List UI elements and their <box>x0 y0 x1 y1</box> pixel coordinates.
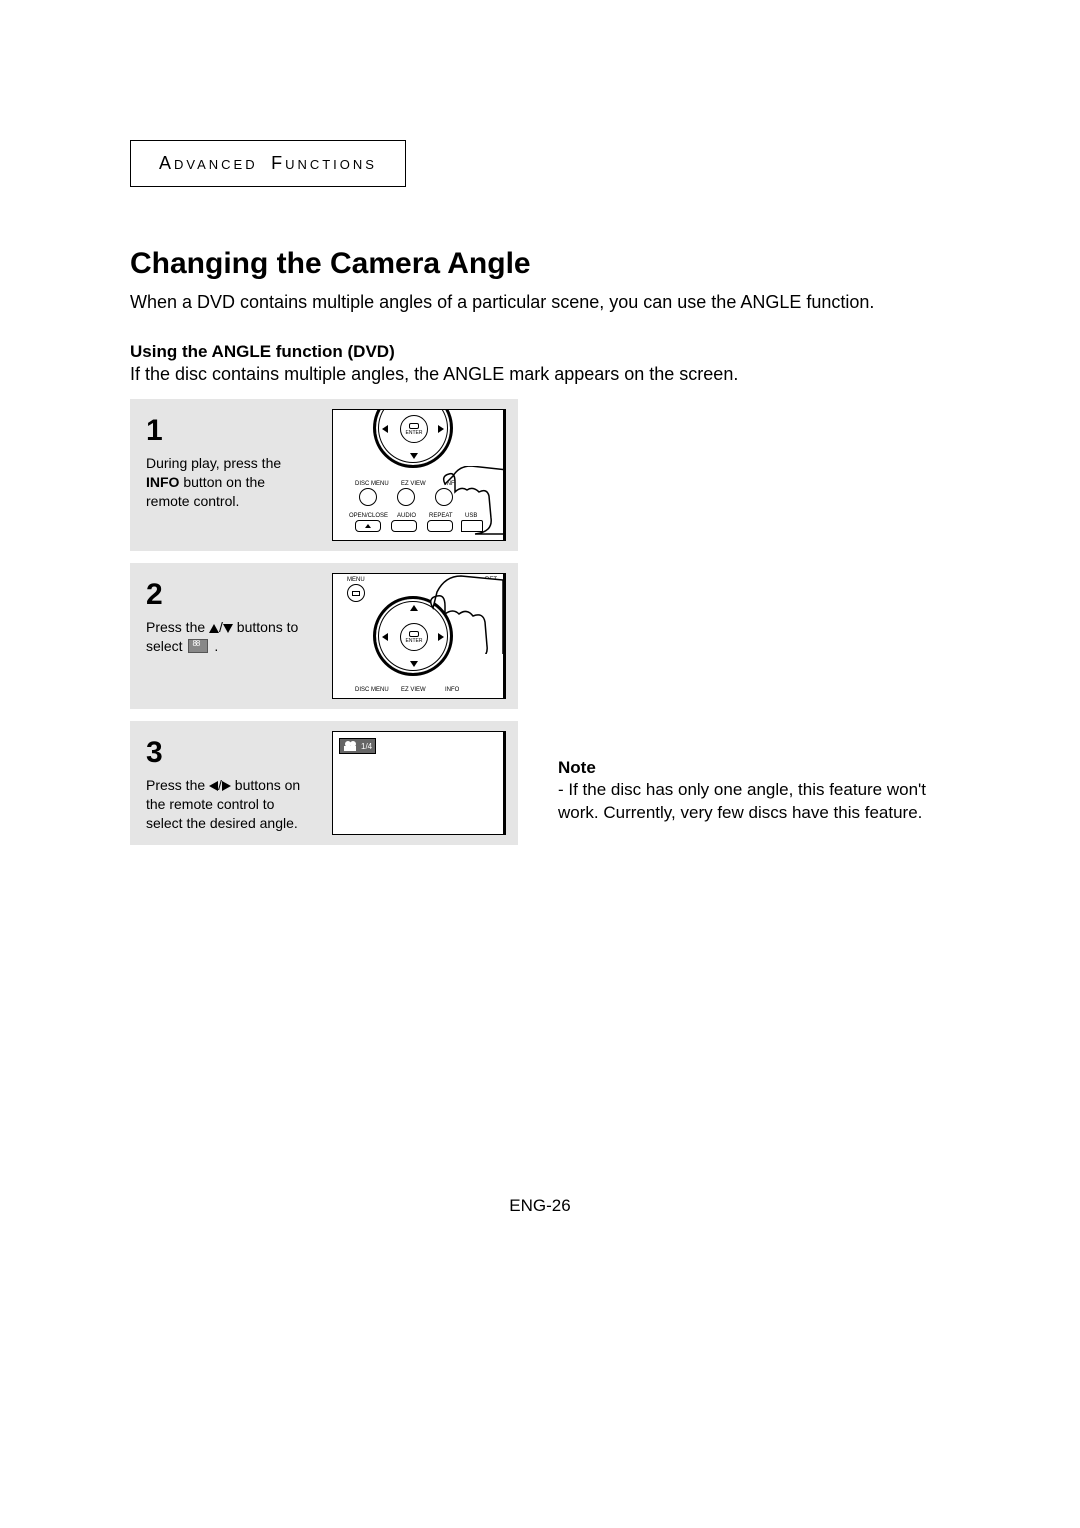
note-block: Note - If the disc has only one angle, t… <box>558 721 960 845</box>
audio-button-icon <box>391 520 417 532</box>
step-2-text: Press the / buttons to select . <box>146 618 304 656</box>
note-text: - If the disc has only one angle, this f… <box>558 779 960 823</box>
step-3-text: Press the / buttons on the remote contro… <box>146 776 304 833</box>
info-label: INFO <box>445 687 459 693</box>
eject-icon <box>365 524 371 528</box>
step-3-figure: 1/4 <box>320 721 518 845</box>
left-arrow-icon <box>382 425 388 433</box>
step-1-text: During play, press the INFO button on th… <box>146 454 304 511</box>
page-title: Changing the Camera Angle <box>130 247 960 281</box>
open-close-label: OPEN/CLOSE <box>349 513 388 519</box>
disc-menu-label: DISC MENU <box>355 481 389 487</box>
subtitle: Using the ANGLE function (DVD) <box>130 342 960 362</box>
angle-icon <box>188 639 208 653</box>
step-2-number: 2 <box>146 575 304 616</box>
step-1-figure: ENTER DISC MENU EZ VIEW INFO OPEN/CLOS <box>320 399 518 551</box>
down-arrow-icon <box>410 661 418 667</box>
step-1-box: 1 During play, press the INFO button on … <box>130 399 320 551</box>
pointing-hand-icon <box>405 574 505 654</box>
enter-icon <box>409 423 419 429</box>
subtitle-text: If the disc contains multiple angles, th… <box>130 364 960 385</box>
step-2-box: 2 Press the / buttons to select . <box>130 563 320 709</box>
step-1-number: 1 <box>146 411 304 452</box>
page-number: ENG-26 <box>0 1196 1080 1216</box>
step-2-figure: MENU RET ENTER <box>320 563 518 709</box>
section-header: ADVANCED FUNCTIONS <box>130 140 406 187</box>
menu-button-icon <box>347 584 365 602</box>
disc-menu-label: DISC MENU <box>355 687 389 693</box>
ez-view-label: EZ VIEW <box>401 687 426 693</box>
disc-menu-button-icon <box>359 488 377 506</box>
camera-icon <box>343 740 359 752</box>
open-close-button-icon <box>355 520 381 532</box>
left-arrow-icon <box>382 633 388 641</box>
pointing-hand-icon <box>431 466 506 536</box>
step-3-box: 3 Press the / buttons on the remote cont… <box>130 721 320 845</box>
angle-badge: 1/4 <box>339 738 376 754</box>
note-title: Note <box>558 757 960 779</box>
audio-label: AUDIO <box>397 513 416 519</box>
menu-label: MENU <box>347 577 365 583</box>
enter-label: ENTER <box>406 430 423 436</box>
intro-text: When a DVD contains multiple angles of a… <box>130 291 960 314</box>
step-3-number: 3 <box>146 733 304 774</box>
angle-badge-value: 1/4 <box>361 742 372 751</box>
right-arrow-icon <box>438 425 444 433</box>
ez-view-label: EZ VIEW <box>401 481 426 487</box>
down-arrow-icon <box>410 453 418 459</box>
ez-view-button-icon <box>397 488 415 506</box>
